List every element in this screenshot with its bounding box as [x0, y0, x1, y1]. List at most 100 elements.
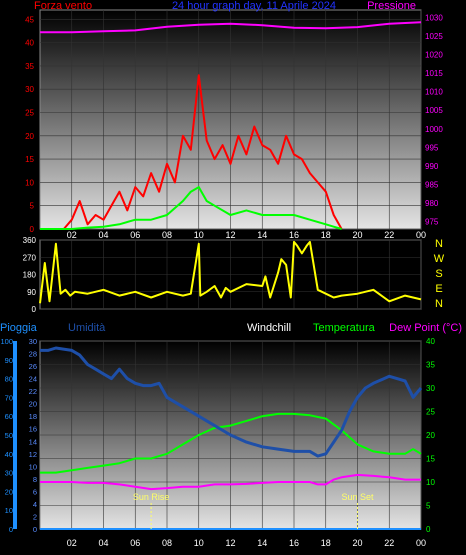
- x-tick-label: 12: [225, 538, 235, 548]
- humidity-tick-label: 8: [33, 475, 37, 484]
- compass-label: W: [434, 253, 445, 265]
- header-label: Dew Point (°C): [389, 322, 462, 334]
- wind-direction-ticks: 0 90 180 270 360: [23, 236, 37, 314]
- wind-tick-label: 40: [25, 39, 34, 48]
- compass-label: N: [435, 298, 443, 310]
- rain-axis-ticks: 0 10 20 30 40 50 60 70 80 90 100: [0, 337, 13, 534]
- pressure-axis-label: Pressione: [367, 0, 416, 12]
- x-tick-label: 10: [194, 538, 204, 548]
- header-label: Temperatura: [313, 322, 376, 334]
- pressure-tick-label: 980: [425, 199, 439, 208]
- pressure-tick-label: 1015: [425, 69, 443, 78]
- wind-tick-label: 35: [25, 62, 34, 71]
- x-tick-label: 02: [67, 230, 77, 240]
- temperature-panel: Pioggia Umidità Windchill Temperatura Dew Po…: [0, 322, 462, 548]
- sun-label: Sun Set: [341, 492, 374, 502]
- rain-tick-label: 50: [5, 431, 13, 440]
- wind-pressure-grid: [40, 10, 422, 230]
- chart-title: 24 hour graph day, 11 Aprile 2024: [172, 0, 336, 12]
- x-tick-label: 00: [416, 538, 426, 548]
- humidity-tick-label: 10: [29, 462, 37, 471]
- x-tick-label: 16: [289, 230, 299, 240]
- temperature-tick-label: 25: [426, 408, 435, 417]
- humidity-tick-label: 16: [29, 425, 37, 434]
- wind-speed-line: [40, 186, 342, 230]
- temperature-panel-header: Pioggia Umidità Windchill Temperatura Dew Po…: [0, 322, 462, 334]
- humidity-tick-label: 2: [33, 512, 37, 521]
- pressure-axis-ticks: 975 980 985 990 995 1000 1005 1010 1015 1020 1025 1…: [425, 13, 443, 226]
- x-tick-label: 10: [194, 230, 204, 240]
- pressure-tick-label: 995: [425, 143, 439, 152]
- pressure-tick-label: 1005: [425, 106, 443, 115]
- x-tick-label: 20: [352, 230, 362, 240]
- wind-tick-label: 25: [25, 109, 34, 118]
- humidity-tick-label: 28: [29, 350, 37, 359]
- temperature-tick-label: 10: [426, 478, 435, 487]
- rain-tick-label: 100: [0, 337, 13, 346]
- wind-tick-label: 0: [30, 225, 35, 234]
- wind-tick-label: 20: [25, 132, 34, 141]
- x-tick-label: 06: [130, 538, 140, 548]
- temperature-tick-label: 35: [426, 361, 435, 370]
- wind-axis-ticks: 0 5 10 15 20 25 30 35 40 45: [25, 15, 34, 234]
- rain-tick-label: 90: [5, 356, 13, 365]
- sun-annotations: Sun Rise Sun Set: [133, 492, 374, 529]
- temperature-tick-label: 15: [426, 455, 435, 464]
- wind-tick-label: 5: [30, 202, 35, 211]
- x-tick-label: 22: [384, 538, 394, 548]
- wind-gust-line: [40, 74, 343, 230]
- direction-tick-label: 270: [23, 253, 37, 262]
- temperature-tick-label: 0: [426, 525, 431, 534]
- humidity-tick-label: 24: [29, 375, 37, 384]
- x-tick-label: 14: [257, 230, 267, 240]
- humidity-tick-label: 18: [29, 412, 37, 421]
- x-tick-label: 12: [225, 230, 235, 240]
- compass-label: E: [435, 283, 442, 295]
- temperature-axis-ticks: 0 5 10 15 20 25 30 35 40: [426, 337, 435, 534]
- humidity-tick-label: 14: [29, 437, 37, 446]
- humidity-tick-label: 22: [29, 387, 37, 396]
- rain-tick-label: 40: [5, 450, 13, 459]
- wind-tick-label: 30: [25, 85, 34, 94]
- wind-tick-label: 10: [25, 178, 34, 187]
- direction-tick-label: 0: [32, 305, 37, 314]
- wind-pressure-x-ticks: 02 04 06 08 10 12 14 16 18 20 22 00: [67, 230, 426, 240]
- x-tick-label: 22: [384, 230, 394, 240]
- temperature-tick-label: 30: [426, 384, 435, 393]
- x-tick-label: 04: [98, 230, 108, 240]
- rain-tick-label: 10: [5, 506, 13, 515]
- pressure-tick-label: 1000: [425, 125, 443, 134]
- x-tick-label: 14: [257, 538, 267, 548]
- pressure-line: [40, 21, 422, 34]
- pressure-tick-label: 1010: [425, 88, 443, 97]
- x-tick-label: 00: [416, 230, 426, 240]
- x-tick-label: 18: [321, 538, 331, 548]
- wind-axis-label: Forza vento: [34, 0, 92, 12]
- header-label: Umidità: [68, 322, 106, 334]
- pressure-tick-label: 975: [425, 218, 439, 227]
- pressure-tick-label: 1030: [425, 13, 443, 22]
- rain-tick-label: 80: [5, 375, 13, 384]
- temperature-x-ticks: 02 04 06 08 10 12 14 16 18 20 22 00: [67, 538, 426, 548]
- direction-tick-label: 90: [27, 288, 36, 297]
- temperature-tick-label: 5: [426, 502, 431, 511]
- pressure-tick-label: 985: [425, 180, 439, 189]
- x-tick-label: 06: [130, 230, 140, 240]
- compass-label: S: [435, 268, 442, 280]
- wind-tick-label: 45: [25, 15, 34, 24]
- temperature-line: [40, 412, 422, 474]
- rain-tick-label: 30: [5, 469, 13, 478]
- header-label: Pioggia: [0, 322, 38, 334]
- pressure-tick-label: 1025: [425, 32, 443, 41]
- x-tick-label: 20: [352, 538, 362, 548]
- header-label: Windchill: [247, 322, 291, 334]
- humidity-tick-label: 26: [29, 362, 37, 371]
- humidity-line: [40, 346, 423, 458]
- x-tick-label: 08: [162, 230, 172, 240]
- humidity-tick-label: 12: [29, 450, 37, 459]
- rain-tick-label: 70: [5, 393, 13, 402]
- humidity-tick-label: 6: [33, 487, 37, 496]
